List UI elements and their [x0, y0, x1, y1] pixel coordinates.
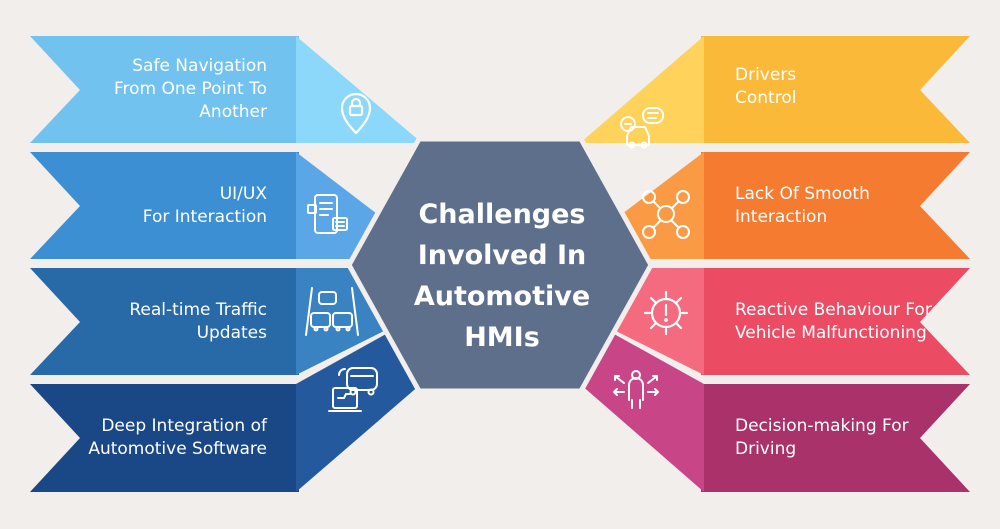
left-item-line: Deep Integration of: [101, 416, 267, 436]
right-item-line: Interaction: [735, 207, 828, 227]
center-title: Challenges Involved In Automotive HMIs: [402, 194, 602, 358]
right-item-line: Control: [735, 88, 797, 108]
gear-alert-icon: [643, 290, 689, 336]
right-item-line: Decision-making For: [735, 416, 909, 436]
left-item-line: Real-time Traffic: [129, 300, 267, 320]
left-item-traffic-updates: Real-time Traffic Updates: [129, 299, 267, 345]
location-lock-icon: [340, 92, 372, 135]
left-item-line: UI/UX: [219, 184, 267, 204]
car-chat-icon: [620, 107, 664, 149]
left-item-line: From One Point To: [113, 79, 267, 99]
left-item-line: Updates: [196, 323, 267, 343]
left-item-safe-navigation: Safe Navigation From One Point To Anothe…: [114, 55, 267, 124]
right-item-line: Vehicle Malfunctioning: [735, 323, 927, 343]
right-item-line: Lack Of Smooth: [735, 184, 870, 204]
right-item-reactive-behaviour: Reactive Behaviour For Vehicle Malfuncti…: [735, 299, 932, 345]
left-item-line: Automotive Software: [88, 439, 267, 459]
center-title-line: HMIs: [464, 322, 540, 353]
left-item-line: For Interaction: [142, 207, 267, 227]
right-arrow-2: [614, 152, 970, 259]
right-arrow-4: [580, 334, 970, 492]
right-item-line: Driving: [735, 439, 797, 459]
left-item-deep-integration: Deep Integration of Automotive Software: [88, 415, 267, 461]
left-item-line: Another: [199, 102, 267, 122]
traffic-cars-icon: [305, 287, 359, 336]
left-item-ui-ux: UI/UX For Interaction: [143, 183, 267, 229]
car-software-icon: [328, 367, 378, 412]
left-arrow-1: [30, 36, 422, 143]
right-arrow-1: [580, 36, 970, 143]
mobile-ui-icon: [307, 194, 348, 234]
person-decision-icon: [613, 370, 659, 409]
center-title-line: Challenges: [418, 199, 586, 230]
right-item-smooth-interaction: Lack Of Smooth Interaction: [735, 183, 870, 229]
right-item-decision-making: Decision-making For Driving: [735, 415, 909, 461]
right-item-line: Reactive Behaviour For: [735, 300, 932, 320]
center-title-line: Automotive: [413, 281, 591, 312]
right-item-drivers-control: Drivers Control: [735, 64, 796, 110]
center-hexagon: [346, 136, 654, 394]
center-title-line: Involved In: [417, 240, 587, 271]
left-item-line: Safe Navigation: [132, 56, 267, 76]
right-item-line: Drivers: [735, 65, 797, 85]
user-network-icon: [642, 190, 690, 239]
left-arrow-4: [30, 334, 421, 492]
